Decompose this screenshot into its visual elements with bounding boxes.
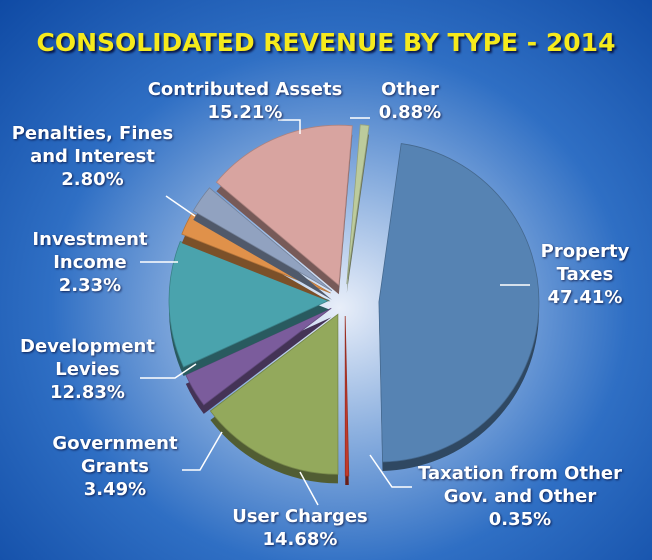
value-label: 2.33% xyxy=(58,275,122,296)
chart-title: CONSOLIDATED REVENUE BY TYPE - 2014 xyxy=(36,28,616,57)
value-label: 2.80% xyxy=(61,169,124,190)
category-label: Other xyxy=(381,79,439,100)
category-label: Contributed Assets xyxy=(147,79,343,100)
slice-depth xyxy=(346,133,370,294)
slice xyxy=(192,187,333,292)
value-label: 0.88% xyxy=(378,102,442,123)
slice xyxy=(344,315,350,477)
value-label: 12.83% xyxy=(50,382,125,403)
value-label: 14.68% xyxy=(262,529,338,550)
slice-label: Taxation from Other Gov. and Other 0.35% xyxy=(395,462,645,531)
category-label: Penalties, Fines and Interest xyxy=(11,123,174,167)
value-label: 15.21% xyxy=(207,102,283,123)
leader-line xyxy=(140,363,197,379)
slice xyxy=(209,313,339,475)
value-label: 3.49% xyxy=(83,479,147,500)
leader-line xyxy=(299,471,319,506)
category-label: Development Levies xyxy=(20,336,155,380)
leader-line xyxy=(182,431,223,471)
category-label: Government Grants xyxy=(52,433,178,477)
slice xyxy=(215,124,353,287)
category-label: Investment Income xyxy=(32,229,148,273)
category-label: User Charges xyxy=(232,506,368,527)
slice-label: Penalties, Fines and Interest 2.80% xyxy=(10,122,175,191)
slice xyxy=(378,143,540,463)
slice-label: User Charges 14.68% xyxy=(210,505,390,551)
slice-label: Development Levies 12.83% xyxy=(5,335,170,404)
category-label: Property Taxes xyxy=(540,241,630,285)
leader-line xyxy=(165,195,196,217)
slice xyxy=(346,124,370,285)
slice-label: Other 0.88% xyxy=(365,78,455,124)
value-label: 0.35% xyxy=(488,509,552,530)
slice-label: Contributed Assets 15.21% xyxy=(140,78,350,124)
slice xyxy=(168,241,331,368)
slice-label: Property Taxes 47.41% xyxy=(525,240,645,309)
category-label: Taxation from Other Gov. and Other xyxy=(418,463,622,507)
value-label: 47.41% xyxy=(547,287,623,308)
leader-line xyxy=(369,454,412,488)
slice-label: Government Grants 3.49% xyxy=(45,432,185,501)
slice-label: Investment Income 2.33% xyxy=(20,228,160,297)
leader-line xyxy=(278,119,301,134)
